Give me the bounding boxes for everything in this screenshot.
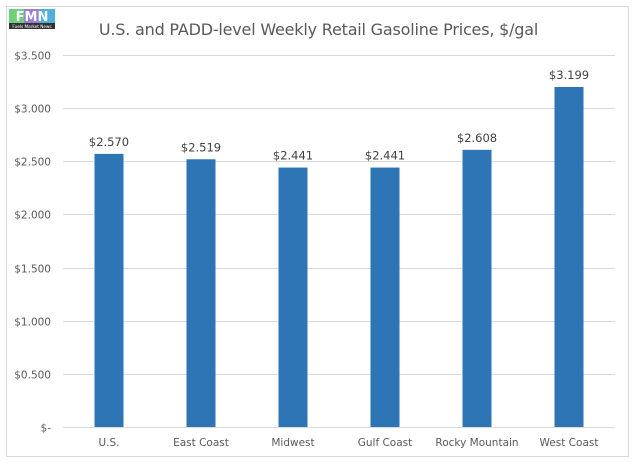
- data-label: $2.570: [89, 135, 129, 149]
- bar: [278, 167, 308, 427]
- y-tick-label: $-: [41, 423, 52, 435]
- x-tick-label: West Coast: [540, 437, 599, 449]
- x-axis-labels: U.S. East Coast Midwest Gulf Coast Rocky Mou…: [98, 437, 598, 449]
- y-axis-ticks: $- $0.500 $1.000 $1.500 $2.000 $2.500 $3.000 $3…: [14, 51, 51, 435]
- y-tick-label: $0.500: [14, 370, 51, 382]
- data-label: $2.519: [181, 140, 221, 154]
- data-label: $2.441: [365, 149, 405, 163]
- fmn-logo: FMN Fuels Market News: [8, 8, 56, 30]
- x-tick-label: Gulf Coast: [358, 437, 413, 449]
- data-label: $2.608: [457, 131, 497, 145]
- bar: [462, 149, 492, 427]
- bars: [94, 86, 584, 428]
- data-label: $3.199: [549, 68, 589, 82]
- bar: [370, 167, 400, 427]
- y-tick-label: $3.500: [14, 51, 51, 63]
- y-tick-label: $1.500: [14, 264, 51, 276]
- y-tick-label: $2.500: [14, 157, 51, 169]
- data-labels: $2.570 $2.519 $2.441 $2.441 $2.608 $3.199: [89, 68, 589, 163]
- data-label: $2.441: [273, 149, 313, 163]
- x-tick-label: Rocky Mountain: [435, 437, 518, 449]
- logo-letters: FMN: [16, 10, 49, 25]
- bar: [554, 86, 584, 427]
- x-tick-label: U.S.: [98, 437, 119, 449]
- logo-caption: Fuels Market News: [12, 24, 51, 29]
- bar: [94, 153, 124, 428]
- x-tick-label: Midwest: [271, 437, 314, 449]
- x-tick-label: East Coast: [173, 437, 229, 449]
- y-tick-label: $1.000: [14, 317, 51, 329]
- bar: [186, 159, 216, 427]
- gridlines: [63, 55, 615, 428]
- chart-title: U.S. and PADD-level Weekly Retail Gasoli…: [98, 20, 539, 39]
- y-tick-label: $3.000: [14, 104, 51, 116]
- y-tick-label: $2.000: [14, 210, 51, 222]
